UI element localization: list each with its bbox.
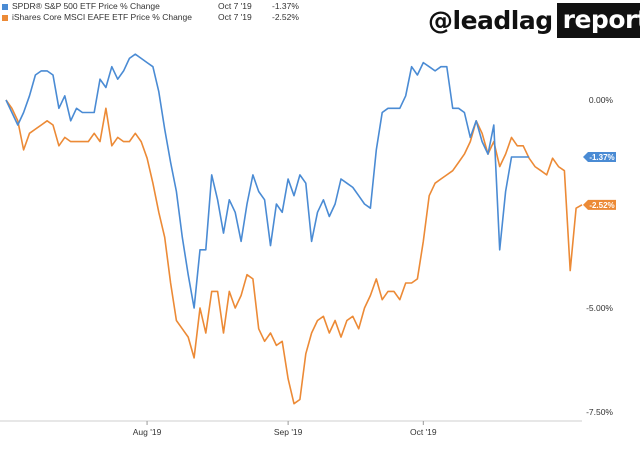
end-label-text: -2.52% [589,201,614,210]
chart-legend: SPDR® S&P 500 ETF Price % Change Oct 7 '… [2,1,299,23]
x-tick-label: Sep '19 [274,427,303,437]
end-label-tag [583,199,616,210]
legend-value: -2.52% [272,12,299,22]
legend-date: Oct 7 '19 [218,1,252,11]
end-label-tag [583,151,616,162]
leadlag-report-logo: @leadlag report [422,2,640,38]
end-label-text: -1.37% [589,153,614,162]
y-tick-label: -7.50% [586,407,613,417]
x-tick-label: Oct '19 [410,427,437,437]
end-value-label-1: -2.52% [583,199,616,210]
legend-value: -1.37% [272,1,299,11]
x-tick-label: Aug '19 [133,427,162,437]
chart-end-labels: -1.37% -2.52% [583,151,616,210]
legend-series-name: SPDR® S&P 500 ETF Price % Change [12,1,160,11]
logo-text-left: @leadlag [428,5,553,35]
legend-series-name: iShares Core MSCI EAFE ETF Price % Chang… [12,12,192,22]
legend-swatch-spy [2,3,8,10]
legend-item-spy[interactable]: SPDR® S&P 500 ETF Price % Change Oct 7 '… [2,1,299,12]
series-line-1 [5,99,583,405]
end-value-label-0: -1.37% [583,151,616,162]
chart-series [5,53,583,405]
legend-item-efa[interactable]: iShares Core MSCI EAFE ETF Price % Chang… [2,12,299,23]
y-tick-label: 0.00% [589,95,614,105]
legend-date: Oct 7 '19 [218,12,252,22]
logo-text-right: report [556,2,640,38]
y-tick-label: -5.00% [586,303,613,313]
legend-swatch-efa [2,14,8,21]
series-line-0 [5,53,530,309]
